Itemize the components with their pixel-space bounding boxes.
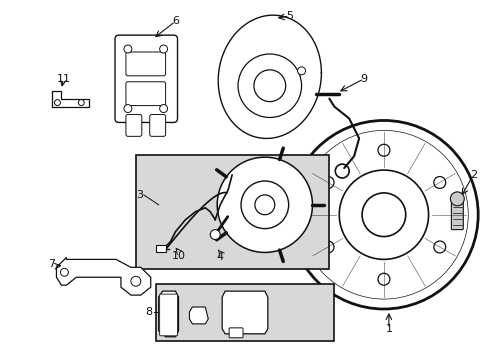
Circle shape: [54, 100, 61, 105]
Circle shape: [361, 193, 405, 237]
Circle shape: [123, 105, 132, 113]
Circle shape: [160, 45, 167, 53]
Text: 8: 8: [145, 307, 152, 317]
Text: 1: 1: [385, 324, 391, 334]
Text: 3: 3: [136, 190, 142, 200]
Circle shape: [377, 144, 389, 156]
FancyBboxPatch shape: [115, 35, 177, 122]
Circle shape: [322, 241, 333, 253]
Circle shape: [210, 230, 220, 239]
Circle shape: [254, 195, 274, 215]
Text: 2: 2: [468, 170, 476, 180]
Circle shape: [253, 70, 285, 102]
FancyBboxPatch shape: [126, 82, 165, 105]
Circle shape: [160, 105, 167, 113]
Circle shape: [241, 181, 288, 229]
Circle shape: [449, 192, 463, 206]
Text: 6: 6: [172, 16, 179, 26]
Text: 4: 4: [216, 252, 224, 262]
FancyBboxPatch shape: [160, 294, 177, 336]
Text: 7: 7: [48, 259, 55, 269]
Circle shape: [433, 241, 445, 253]
FancyBboxPatch shape: [450, 200, 462, 230]
Circle shape: [217, 157, 312, 252]
Circle shape: [339, 170, 427, 260]
Polygon shape: [222, 291, 267, 334]
Circle shape: [61, 268, 68, 276]
FancyBboxPatch shape: [126, 114, 142, 136]
Text: 10: 10: [171, 251, 185, 261]
FancyBboxPatch shape: [229, 328, 243, 338]
Circle shape: [123, 45, 132, 53]
Text: 9: 9: [360, 74, 367, 84]
Circle shape: [131, 276, 141, 286]
Polygon shape: [155, 246, 165, 252]
Circle shape: [299, 130, 468, 299]
FancyBboxPatch shape: [136, 155, 328, 269]
Polygon shape: [189, 307, 208, 324]
Circle shape: [433, 176, 445, 188]
FancyBboxPatch shape: [126, 52, 165, 76]
Circle shape: [322, 176, 333, 188]
Polygon shape: [51, 91, 89, 107]
FancyBboxPatch shape: [149, 114, 165, 136]
Circle shape: [377, 273, 389, 285]
FancyBboxPatch shape: [155, 284, 334, 341]
Circle shape: [78, 100, 84, 105]
Text: 11: 11: [56, 74, 70, 84]
Polygon shape: [158, 291, 178, 337]
Text: 5: 5: [285, 11, 292, 21]
Circle shape: [297, 67, 305, 75]
Circle shape: [238, 54, 301, 117]
Polygon shape: [56, 257, 150, 295]
